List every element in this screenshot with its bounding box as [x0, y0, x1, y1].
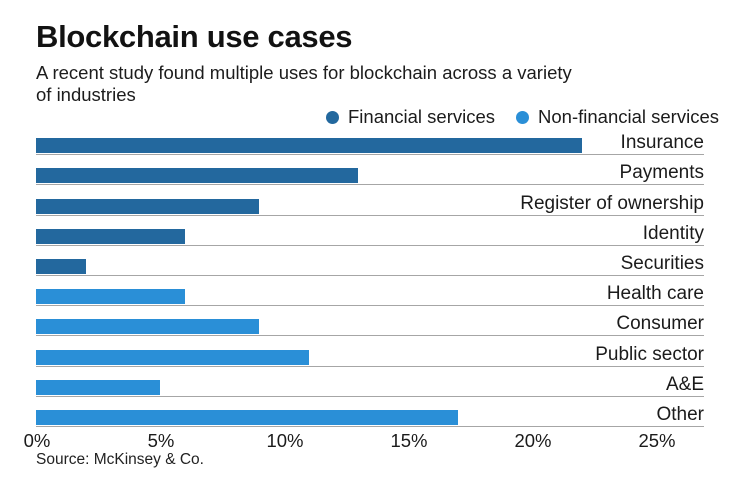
bar	[36, 379, 160, 395]
chart-legend: Financial services Non-financial services	[326, 105, 719, 129]
page-title: Blockchain use cases	[36, 19, 353, 54]
category-label: Securities	[620, 252, 704, 274]
chart-row: Insurance	[36, 125, 704, 156]
chart-row: Public sector	[36, 336, 704, 367]
bar	[36, 289, 185, 305]
chart-row: Consumer	[36, 306, 704, 337]
x-axis: 0% 5% 10% 15% 20% 25%	[24, 428, 704, 452]
legend-item: Non-financial services	[516, 106, 719, 128]
category-label: Payments	[619, 162, 704, 184]
x-axis-tick-label: 15%	[390, 430, 428, 451]
chart-row: Securities	[36, 246, 704, 276]
chart-row: Health care	[36, 276, 704, 307]
x-axis-tick-label: 0%	[23, 430, 51, 451]
source-note: Source: McKinsey & Co.	[36, 451, 204, 468]
bar	[36, 168, 359, 184]
category-label: Other	[656, 403, 704, 425]
legend-label: Non-financial services	[538, 106, 719, 127]
x-axis-tick-label: 20%	[514, 430, 552, 451]
chart-row: Payments	[36, 155, 704, 186]
x-axis-tick-label: 10%	[266, 430, 304, 451]
bar	[36, 138, 582, 154]
bar	[36, 409, 458, 425]
category-label: Insurance	[620, 132, 704, 154]
chart-row: Other	[36, 397, 704, 427]
category-label: Health care	[606, 283, 704, 305]
bar-chart-plot-area: Insurance Payments Register of ownership Id…	[36, 125, 704, 427]
chart-row: Identity	[36, 216, 704, 246]
bar	[36, 258, 86, 274]
category-label: Consumer	[616, 313, 704, 335]
chart-row: A&E	[36, 367, 704, 397]
category-label: Identity	[642, 222, 704, 244]
bar	[36, 198, 260, 214]
bar	[36, 349, 309, 365]
x-axis-tick-label: 25%	[638, 430, 676, 451]
x-axis-tick-label: 5%	[147, 430, 175, 451]
legend-dot-icon	[516, 110, 530, 124]
category-label: A&E	[665, 373, 704, 395]
bar	[36, 228, 185, 244]
category-label: Register of ownership	[520, 192, 704, 214]
category-label: Public sector	[595, 343, 704, 365]
legend-dot-icon	[326, 110, 339, 124]
legend-label: Financial services	[348, 106, 496, 127]
chart-subtitle: A recent study found multiple uses for b…	[36, 62, 572, 105]
bar	[36, 319, 260, 335]
legend-item: Financial services	[326, 106, 495, 128]
chart-row: Register of ownership	[36, 185, 704, 216]
